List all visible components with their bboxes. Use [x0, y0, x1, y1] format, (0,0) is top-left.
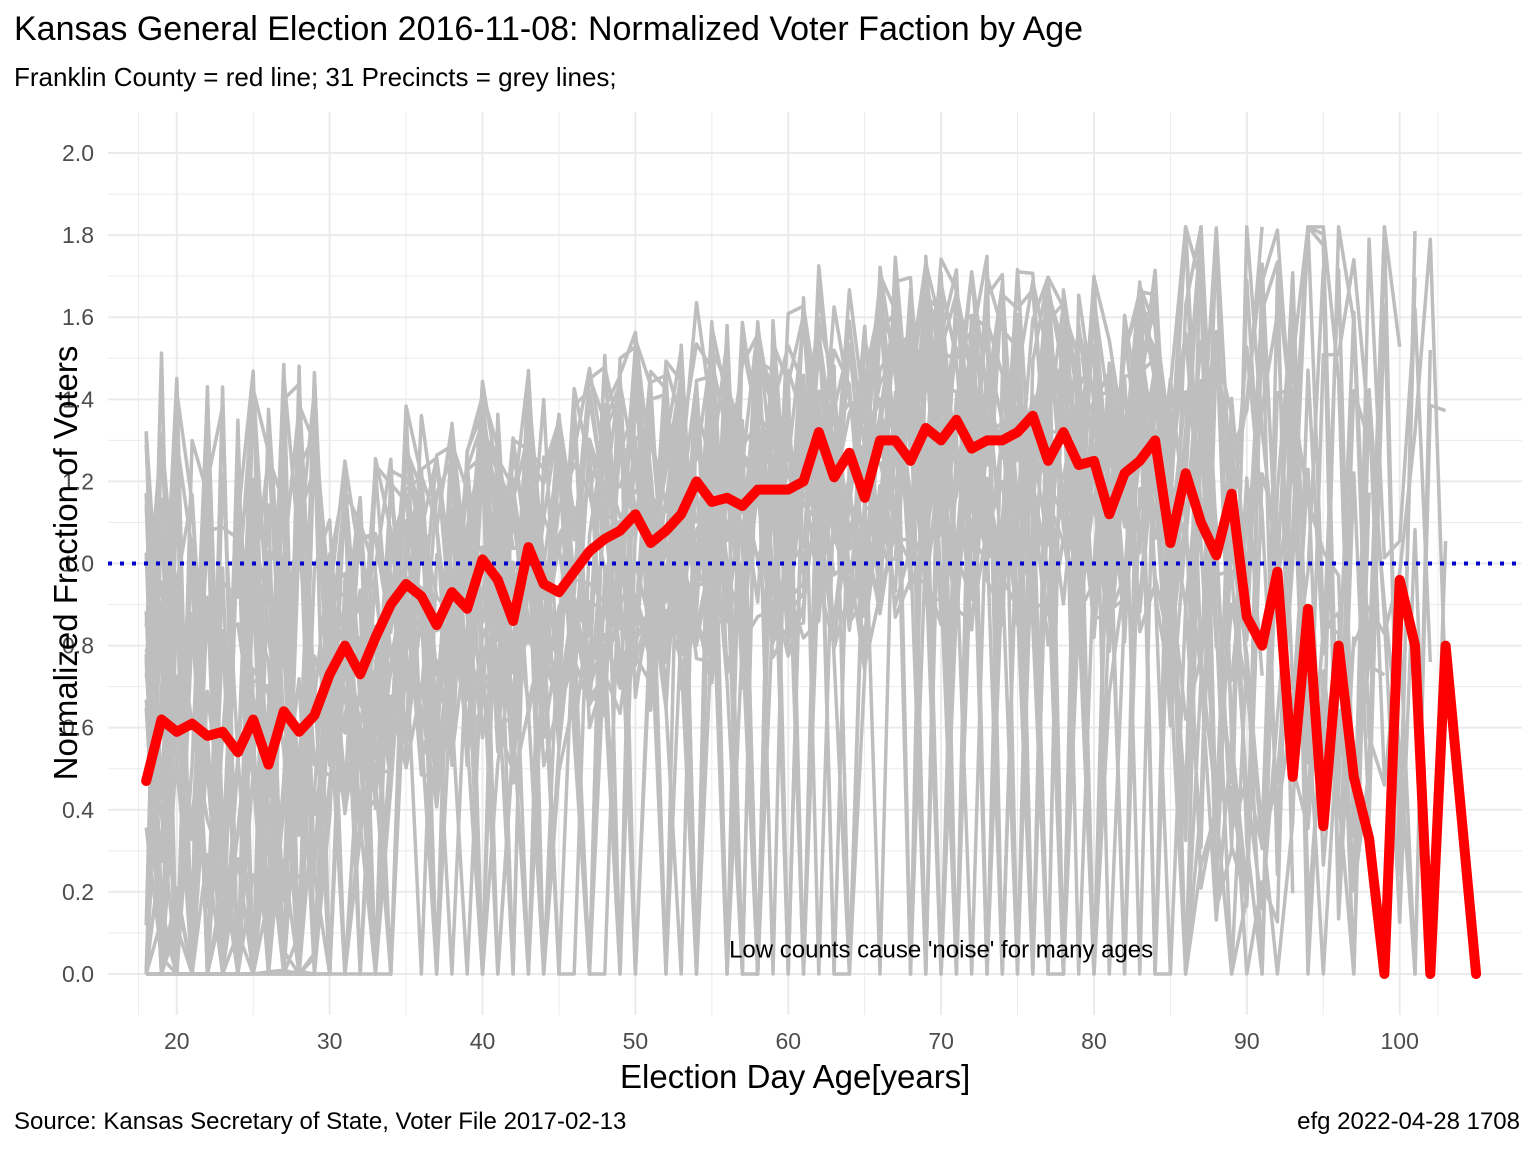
- y-axis-label: Normalized Fraction of Voters: [47, 345, 84, 781]
- y-tick-label: 0.8: [62, 633, 94, 659]
- author-caption: efg 2022-04-28 1708: [1297, 1108, 1520, 1135]
- x-tick-label: 30: [317, 1028, 343, 1054]
- x-tick-label: 70: [928, 1028, 954, 1054]
- tick-labels: 0.0 0.2 0.4 0.6 0.8 1.0 1.2 1.4 1.6 1.8 2.0 20 30 40 5…: [62, 140, 1419, 1054]
- y-tick-label: 1.4: [62, 386, 94, 412]
- y-tick-label: 0.6: [62, 715, 94, 741]
- y-tick-label: 1.2: [62, 468, 94, 494]
- precinct-lines: [144, 225, 1448, 976]
- y-tick-label: 1.0: [62, 551, 94, 577]
- x-tick-label: 20: [164, 1028, 190, 1054]
- y-tick-label: 1.8: [62, 222, 94, 248]
- y-tick-label: 0.0: [62, 961, 94, 987]
- chart-title: Kansas General Election 2016-11-08: Norm…: [14, 10, 1084, 48]
- chart-subtitle: Franklin County = red line; 31 Precincts…: [14, 62, 617, 92]
- precinct-line: [144, 225, 1402, 976]
- x-tick-label: 40: [470, 1028, 496, 1054]
- county-line: [141, 410, 1482, 979]
- x-axis-label: Election Day Age[years]: [620, 1058, 971, 1095]
- x-tick-label: 100: [1381, 1028, 1419, 1054]
- x-tick-label: 50: [623, 1028, 649, 1054]
- x-tick-label: 90: [1234, 1028, 1260, 1054]
- x-tick-label: 80: [1081, 1028, 1107, 1054]
- y-tick-label: 1.6: [62, 304, 94, 330]
- source-caption: Source: Kansas Secretary of State, Voter…: [14, 1108, 627, 1135]
- county-line-layer: [141, 410, 1482, 979]
- x-tick-label: 60: [775, 1028, 801, 1054]
- y-tick-label: 2.0: [62, 140, 94, 166]
- noise-annotation: Low counts cause 'noise' for many ages: [729, 936, 1153, 963]
- y-tick-label: 0.4: [62, 797, 94, 823]
- y-tick-label: 0.2: [62, 879, 94, 905]
